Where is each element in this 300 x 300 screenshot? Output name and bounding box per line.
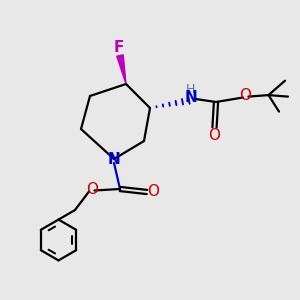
Text: H: H [186,83,195,97]
Text: O: O [239,88,251,104]
Text: N: N [108,152,120,166]
Text: O: O [86,182,98,197]
Polygon shape [117,55,126,84]
Text: N: N [184,90,197,105]
Text: O: O [208,128,220,142]
Text: O: O [148,184,160,200]
Text: F: F [113,40,124,55]
